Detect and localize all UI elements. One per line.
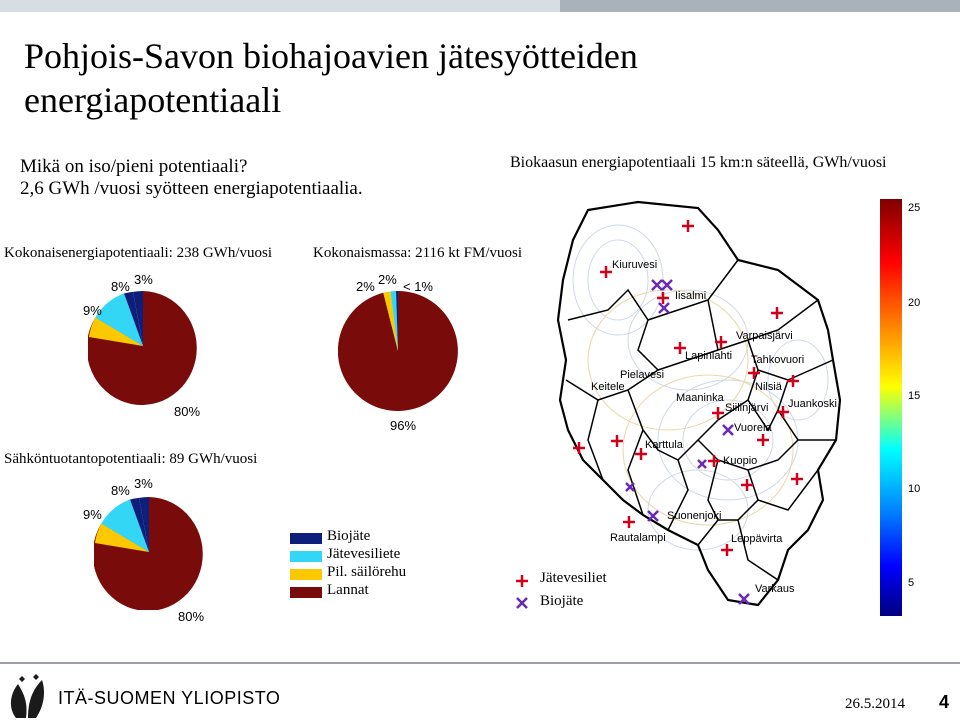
place-rautalampi: Rautalampi: [610, 532, 666, 544]
colorbar-tick-15: 15: [908, 390, 921, 402]
university-logo-icon: [10, 674, 44, 718]
pie1-label-liete: 8%: [111, 279, 130, 294]
pie1-label-biojate: 3%: [134, 272, 153, 287]
place-karttula: Karttula: [645, 439, 683, 451]
legend-label-silorehu: Pil. säilörehu: [327, 564, 407, 580]
pie-electricity: [94, 496, 203, 610]
legend-swatch-silorehu: [290, 569, 322, 580]
legend-swatch-liete: [290, 551, 322, 562]
place-juankoski: Juankoski: [788, 398, 837, 410]
place-suonenjoki: Suonenjoki: [667, 510, 722, 522]
pie2-label-liete: 2%: [378, 272, 397, 287]
pie1-label-lannat: 80%: [174, 404, 201, 419]
place-nilsia: Nilsiä: [755, 381, 782, 393]
pie3-label-silorehu: 9%: [83, 507, 102, 522]
legend-swatch-lannat: [290, 587, 322, 598]
page-number: 4: [939, 692, 950, 712]
legend-label-lannat: Lannat: [327, 582, 369, 598]
pie-total-energy: [88, 290, 197, 405]
pie2-label-biojate: < 1%: [403, 279, 433, 294]
pie-slice-biojate: [124, 291, 143, 346]
legend-label-liete: Jätevesiliete: [327, 546, 401, 562]
pie-slice-silorehu: [88, 317, 143, 346]
map-title: Biokaasun energiapotentiaali 15 km:n sät…: [510, 154, 887, 171]
place-varkaus: Varkaus: [755, 583, 795, 595]
pie2-label-silorehu: 2%: [356, 279, 375, 294]
pie-slice-lannat: [338, 291, 458, 411]
place-kiuruvesi: Kiuruvesi: [612, 259, 658, 271]
pie-slice-silorehu: [383, 291, 398, 351]
pie-total-mass: [338, 290, 458, 411]
colorbar-tick-25: 25: [908, 202, 921, 214]
map-legend-wastewater: Jätevesiliet: [540, 570, 607, 586]
total-energy-title: Kokonaisenergiapotentiaali: 238 GWh/vuos…: [4, 245, 273, 261]
place-maaninka: Maaninka: [676, 392, 724, 404]
place-varpaisjarvi: Varpaisjärvi: [736, 330, 793, 342]
pie-slice-silorehu: [94, 523, 149, 552]
wastewater-markers: [573, 220, 803, 556]
pie3-label-liete: 8%: [111, 483, 130, 498]
place-tahkovuori: Tahkovuori: [751, 354, 805, 366]
total-mass-title: Kokonaismassa: 2116 kt FM/vuosi: [313, 245, 523, 261]
colorbar-tick-5: 5: [908, 577, 915, 589]
pie-slice-lannat: [94, 497, 203, 610]
pie3-label-lannat: 80%: [178, 609, 205, 624]
place-leppavirta: Leppävirta: [731, 533, 783, 545]
pie2-label-lannat: 96%: [390, 418, 417, 433]
pie3-label-biojate: 3%: [134, 476, 153, 491]
page-title: Pohjois-Savon biohajoavien jätesyötteide…: [24, 36, 638, 120]
pie-slice-liete: [95, 293, 143, 346]
place-iisalmi: Iisalmi: [675, 290, 707, 302]
question-text: Mikä on iso/pieni potentiaali?: [20, 156, 248, 177]
colorbar-tick-10: 10: [908, 483, 921, 495]
colorbar: [880, 199, 902, 616]
place-lapinlahti: Lapinlahti: [685, 350, 733, 362]
place-vuorela: Vuorela: [734, 422, 772, 434]
legend-label-biojate: Biojäte: [327, 528, 371, 544]
pie-slice-biojate: [130, 497, 149, 552]
colorbar-tick-20: 20: [908, 297, 921, 309]
place-keitele: Keitele: [591, 381, 625, 393]
pie-slice-biojate: [396, 290, 398, 351]
top-accent-bar: [0, 0, 960, 12]
pie1-label-silorehu: 9%: [83, 303, 102, 318]
biowaste-markers: [647, 279, 750, 605]
place-siilinjarvi: Siilinjärvi: [725, 402, 769, 414]
pie-slice-liete: [390, 291, 398, 351]
slide-date: 26.5.2014: [845, 696, 905, 712]
legend-swatch-biojate: [290, 533, 322, 544]
place-pielavesi: Pielavesi: [620, 369, 665, 381]
university-logo-text: ITÄ-SUOMEN YLIOPISTO: [58, 688, 281, 708]
map-legend-biowaste: Biojäte: [540, 593, 584, 609]
pie-slice-liete: [101, 499, 149, 552]
note-text: 2,6 GWh /vuosi syötteen energiapotentiaa…: [20, 178, 363, 199]
pie-slice-lannat: [88, 291, 197, 405]
region-map: [556, 200, 842, 607]
electricity-title: Sähköntuotantopotentiaali: 89 GWh/vuosi: [4, 451, 258, 467]
cross-marker-icon: [516, 597, 528, 609]
place-kuopio: Kuopio: [723, 455, 758, 467]
plus-marker-icon: [516, 575, 528, 587]
footer-divider: [0, 662, 960, 664]
